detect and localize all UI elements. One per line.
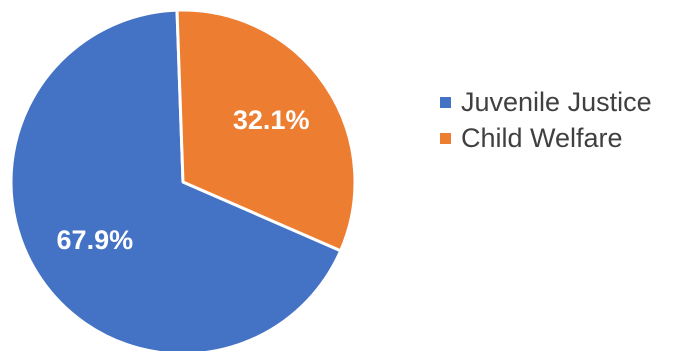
legend-swatch-juvenile-justice: [440, 96, 451, 108]
legend-item-child-welfare: Child Welfare: [440, 120, 652, 156]
legend-item-juvenile-justice: Juvenile Justice: [440, 84, 652, 120]
legend-swatch-child-welfare: [440, 132, 451, 144]
pie-slice-child-welfare: [175, 8, 357, 253]
pie-data-labels: 67.9% 32.1%: [57, 105, 310, 255]
chart-legend: Juvenile Justice Child Welfare: [440, 84, 652, 156]
data-label-juvenile-justice: 67.9%: [57, 225, 134, 255]
pie-slices: [9, 8, 357, 351]
legend-label-child-welfare: Child Welfare: [461, 122, 623, 153]
data-label-child-welfare: 32.1%: [233, 105, 310, 135]
legend-label-juvenile-justice: Juvenile Justice: [461, 86, 652, 117]
pie-slice-juvenile-justice: [9, 8, 343, 351]
